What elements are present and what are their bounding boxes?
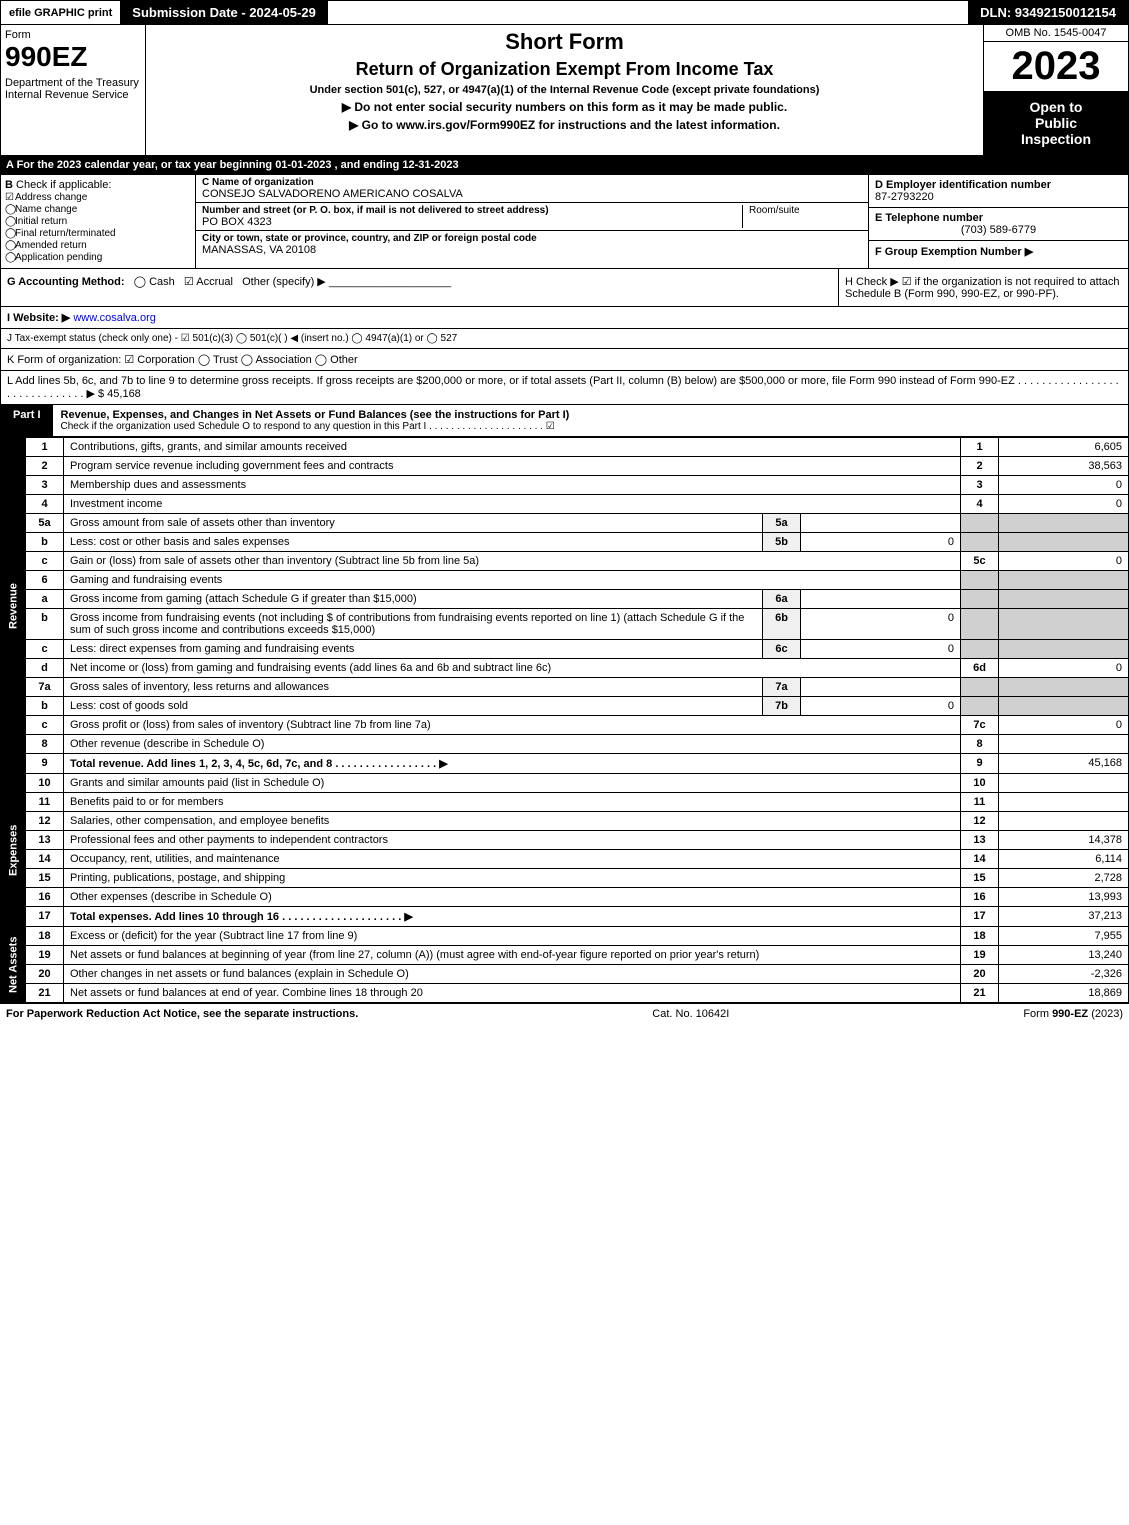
no-ssn-note: ▶ Do not enter social security numbers o… [150,100,979,114]
revenue-side: Revenue [1,438,26,774]
ein-value: 87-2793220 [875,191,1122,203]
street-label: Number and street (or P. O. box, if mail… [202,205,742,216]
cb-initial-return[interactable]: ◯Initial return [5,216,191,227]
omb-number: OMB No. 1545-0047 [984,25,1128,42]
website-link[interactable]: www.cosalva.org [73,312,156,324]
cb-address-change[interactable]: ☑Address change [5,192,191,203]
part-i-title: Revenue, Expenses, and Changes in Net As… [61,409,1120,421]
ein-label: D Employer identification number [875,179,1122,191]
cb-amended[interactable]: ◯Amended return [5,240,191,251]
org-name: CONSEJO SALVADORENO AMERICANO COSALVA [202,188,862,200]
row-j-exempt: J Tax-exempt status (check only one) - ☑… [0,329,1129,349]
col-d-e-f: D Employer identification number 87-2793… [868,175,1128,268]
row-l-gross: L Add lines 5b, 6c, and 7b to line 9 to … [0,371,1129,405]
schedule-b-check: H Check ▶ ☑ if the organization is not r… [838,269,1128,306]
row-a-period: A For the 2023 calendar year, or tax yea… [0,156,1129,174]
return-title: Return of Organization Exempt From Incom… [150,59,979,80]
short-form-title: Short Form [150,29,979,55]
net-assets-side: Net Assets [1,927,26,1003]
part-i-sub: Check if the organization used Schedule … [61,421,1120,432]
page-footer: For Paperwork Reduction Act Notice, see … [0,1003,1129,1024]
phone-value: (703) 589-6779 [875,224,1122,236]
footer-right: Form 990-EZ (2023) [1023,1008,1123,1020]
row-k-org-form: K Form of organization: ☑ Corporation ◯ … [0,349,1129,371]
row-g-h: G Accounting Method: ◯ Cash ☑ Accrual Ot… [0,269,1129,307]
cb-name-change[interactable]: ◯Name change [5,204,191,215]
street-value: PO BOX 4323 [202,216,742,228]
section-b-to-f: B Check if applicable: ☑Address change ◯… [0,174,1129,269]
top-bar: efile GRAPHIC print Submission Date - 20… [0,0,1129,25]
submission-date: Submission Date - 2024-05-29 [120,1,328,24]
dept-treasury: Department of the Treasury Internal Reve… [5,77,141,101]
accounting-method: G Accounting Method: ◯ Cash ☑ Accrual Ot… [1,269,838,306]
cb-final-return[interactable]: ◯Final return/terminated [5,228,191,239]
room-suite: Room/suite [742,205,862,228]
city-label: City or town, state or province, country… [202,233,862,244]
group-exemption: F Group Exemption Number ▶ [875,245,1122,258]
expenses-side: Expenses [1,774,26,927]
dln: DLN: 93492150012154 [968,1,1128,24]
col-c-org: C Name of organization CONSEJO SALVADORE… [196,175,868,268]
cb-pending[interactable]: ◯Application pending [5,252,191,263]
footer-left: For Paperwork Reduction Act Notice, see … [6,1008,358,1020]
form-word: Form [5,29,141,41]
part-i-tag: Part I [1,405,53,436]
org-name-label: C Name of organization [202,177,862,188]
under-section: Under section 501(c), 527, or 4947(a)(1)… [150,84,979,96]
phone-label: E Telephone number [875,212,1122,224]
goto-link[interactable]: ▶ Go to www.irs.gov/Form990EZ for instru… [150,118,979,132]
col-b-checkboxes: B Check if applicable: ☑Address change ◯… [1,175,196,268]
form-header: Form 990EZ Department of the Treasury In… [0,25,1129,156]
form-number: 990EZ [5,41,141,73]
open-inspection: Open to Public Inspection [984,91,1128,155]
footer-mid: Cat. No. 10642I [652,1008,729,1020]
part-i-header: Part I Revenue, Expenses, and Changes in… [0,405,1129,437]
tax-year: 2023 [984,42,1128,91]
city-value: MANASSAS, VA 20108 [202,244,862,256]
row-i-website: I Website: ▶ www.cosalva.org [0,307,1129,329]
efile-label[interactable]: efile GRAPHIC print [1,5,120,21]
part-i-table: Revenue 1 Contributions, gifts, grants, … [0,437,1129,1003]
